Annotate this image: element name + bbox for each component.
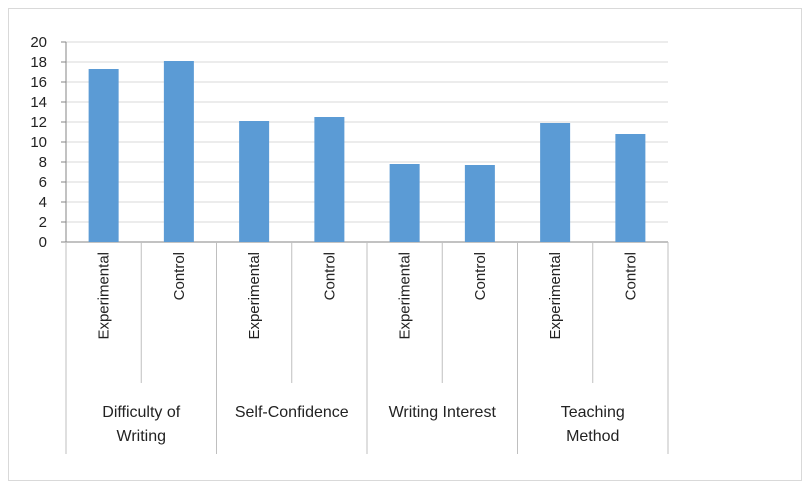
chart-frame (8, 8, 802, 481)
group-label: Self-Confidence (235, 404, 349, 421)
group-label: Method (566, 428, 619, 445)
category-label: Control (321, 252, 338, 300)
y-tick-label: 4 (39, 194, 47, 211)
bar-4-control (615, 134, 646, 242)
y-tick-label: 2 (39, 214, 47, 231)
y-tick-label: 6 (39, 174, 47, 191)
y-tick-label: 0 (39, 234, 47, 251)
bar-4-experimental (540, 123, 571, 242)
y-tick-label: 8 (39, 154, 47, 171)
category-label: Experimental (96, 252, 113, 340)
category-label: Experimental (397, 252, 414, 340)
category-label: Experimental (547, 252, 564, 340)
group-label: Difficulty of (102, 404, 181, 421)
bar-2-experimental (239, 121, 270, 242)
y-tick-label: 20 (30, 34, 47, 51)
y-tick-label: 14 (30, 94, 47, 111)
category-label: Control (171, 252, 188, 300)
y-tick-label: 16 (30, 74, 47, 91)
category-label: Control (622, 252, 639, 300)
y-tick-label: 12 (30, 114, 47, 131)
bar-1-experimental (88, 69, 119, 242)
category-label: Experimental (246, 252, 263, 340)
bar-2-control (314, 117, 345, 242)
y-tick-label: 18 (30, 54, 47, 71)
bar-1-control (163, 61, 194, 242)
group-label: Writing Interest (389, 404, 497, 421)
group-label: Teaching (561, 404, 625, 421)
bar-3-experimental (389, 164, 420, 242)
bar-3-control (464, 165, 495, 242)
category-label: Control (472, 252, 489, 300)
group-label: Writing (117, 428, 167, 445)
y-tick-label: 10 (30, 134, 47, 151)
